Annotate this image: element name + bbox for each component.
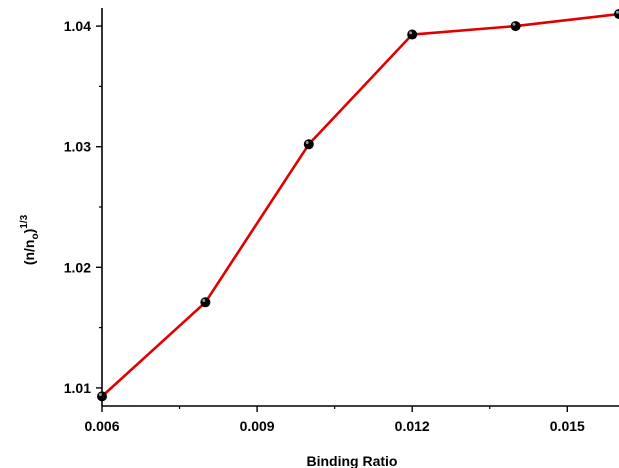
series-layer (97, 9, 619, 402)
data-point-highlight (512, 22, 516, 26)
data-point (97, 391, 107, 402)
y-tick-label: 1.03 (64, 139, 91, 155)
y-tick-label: 1.04 (64, 18, 91, 34)
data-point (614, 9, 619, 20)
series-line (101, 12, 619, 398)
y-axis-title-base: (n/n (21, 240, 37, 266)
x-axis-title: Binding Ratio (307, 453, 398, 468)
x-ticks: 0.006 0.009 0.012 0.015 (84, 406, 585, 434)
y-axis-title-subscript: o (30, 233, 41, 239)
y-tick-label: 1.02 (64, 259, 91, 275)
y-tick-label: 1.01 (64, 380, 91, 396)
data-point (303, 139, 314, 150)
x-tick-label: 0.012 (395, 418, 430, 434)
data-point (407, 29, 418, 40)
y-axis-title: (n/no)1/3 (19, 214, 41, 265)
x-tick-label: 0.009 (240, 418, 275, 434)
y-axis-title-superscript: 1/3 (19, 214, 30, 228)
data-point (510, 21, 521, 32)
x-tick-label: 0.006 (84, 418, 119, 434)
data-point-highlight (202, 298, 206, 302)
data-point-highlight (98, 393, 102, 397)
data-point-highlight (305, 140, 309, 144)
y-axis-title-close: ) (21, 229, 37, 234)
data-point (200, 297, 211, 308)
x-tick-label: 0.015 (550, 418, 585, 434)
y-ticks: 1.01 1.02 1.03 1.04 (64, 18, 102, 396)
data-point-highlight (409, 31, 413, 35)
data-point-highlight (615, 10, 619, 14)
plot-area: 0.006 0.009 0.012 0.015 1.01 1.02 1.03 1.04 (64, 8, 619, 434)
